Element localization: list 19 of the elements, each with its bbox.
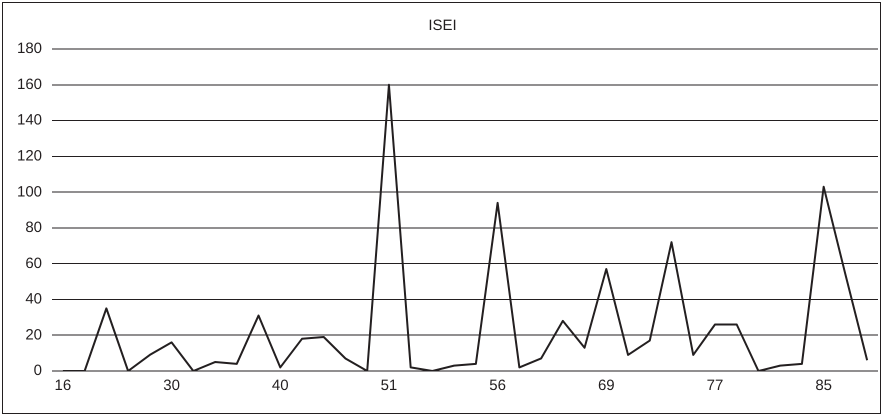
x-tick-label: 40	[272, 377, 289, 394]
y-tick-label: 100	[16, 183, 42, 200]
x-tick-label: 16	[54, 377, 72, 394]
y-tick-label: 120	[16, 147, 42, 164]
x-tick-label: 85	[815, 377, 832, 394]
x-tick-label: 69	[598, 377, 615, 394]
y-tick-label: 80	[25, 219, 42, 236]
y-tick-label: 40	[25, 290, 42, 308]
y-tick-label: 180	[16, 40, 42, 58]
y-tick-label: 60	[25, 254, 42, 272]
y-tick-label: 0	[34, 362, 42, 380]
x-tick-label: 30	[163, 377, 180, 394]
x-tick-label: 56	[489, 377, 506, 394]
y-tick-label: 20	[25, 326, 42, 344]
chart-title: ISEI	[428, 17, 457, 34]
x-tick-label: 51	[380, 377, 398, 394]
y-tick-label: 160	[16, 76, 42, 93]
y-tick-label: 140	[16, 112, 42, 129]
x-tick-label: 77	[706, 377, 724, 394]
